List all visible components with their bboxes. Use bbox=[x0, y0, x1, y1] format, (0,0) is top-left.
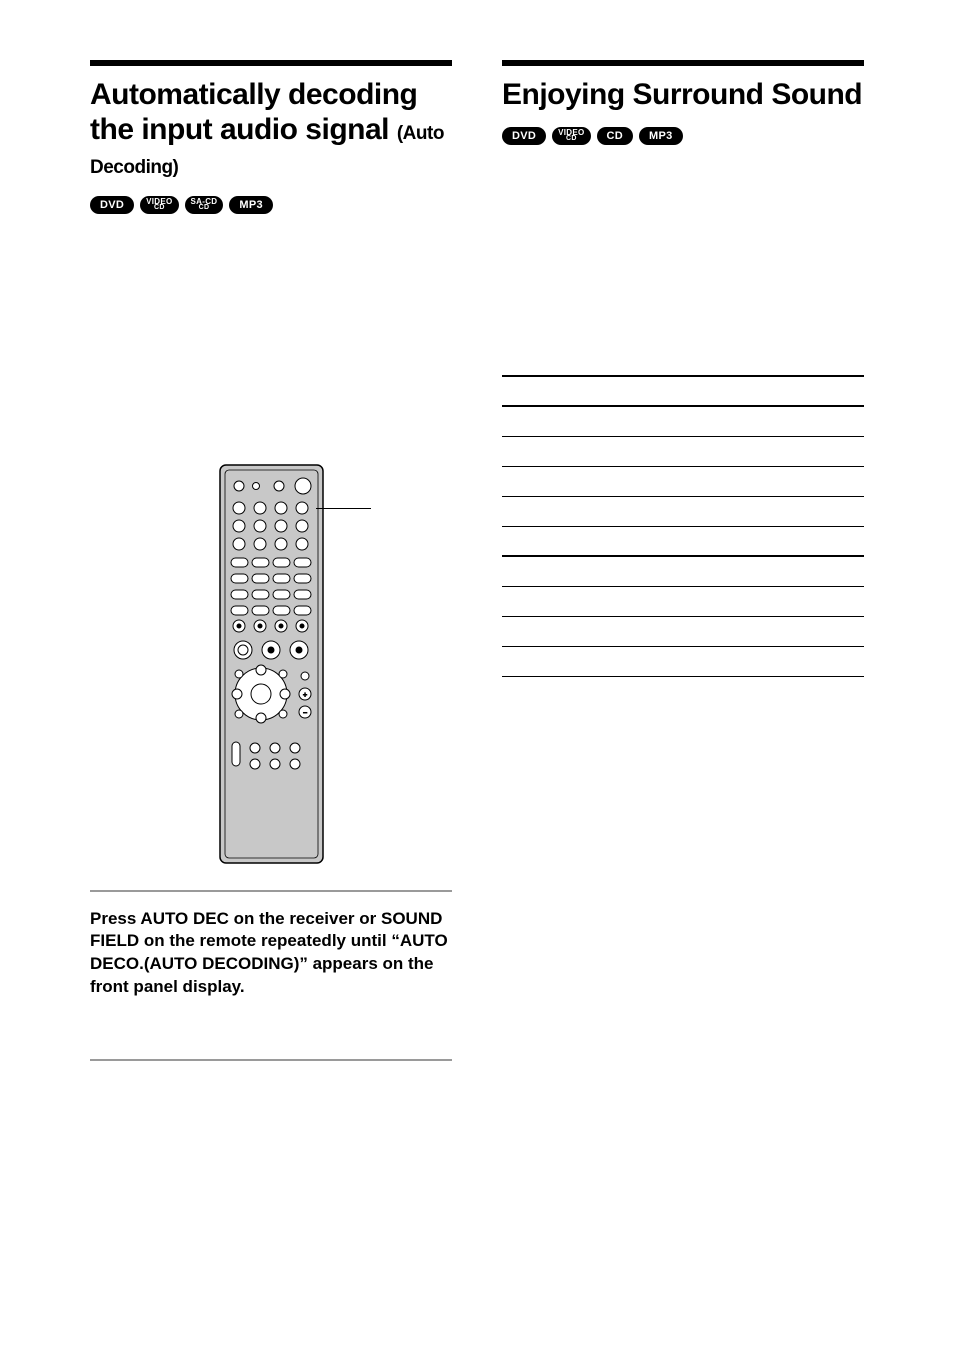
left-column: Automatically decoding the input audio s… bbox=[90, 60, 452, 1077]
remote-svg: + − bbox=[219, 464, 324, 864]
heading-main: Automatically decoding the input audio s… bbox=[90, 78, 417, 146]
section-heading: Enjoying Surround Sound bbox=[502, 78, 864, 113]
table-row bbox=[502, 647, 864, 677]
callout-line bbox=[316, 508, 371, 509]
table-row bbox=[502, 407, 864, 437]
svg-text:+: + bbox=[302, 692, 306, 699]
section-rule bbox=[90, 60, 452, 66]
badge-mp3: MP3 bbox=[639, 127, 683, 145]
format-badges: DVD VIDEOCD SA-CDCD MP3 bbox=[90, 196, 452, 214]
table-row bbox=[502, 557, 864, 587]
svg-text:−: − bbox=[302, 710, 306, 717]
instruction-text: Press AUTO DEC on the receiver or SOUND … bbox=[90, 908, 452, 1000]
sound-field-table bbox=[502, 375, 864, 677]
table-row bbox=[502, 467, 864, 497]
badge-video-cd: VIDEOCD bbox=[552, 127, 590, 145]
section-heading: Automatically decoding the input audio s… bbox=[90, 78, 452, 182]
format-badges: DVD VIDEOCD CD MP3 bbox=[502, 127, 864, 145]
heading-main: Enjoying Surround Sound bbox=[502, 78, 862, 111]
section-rule bbox=[502, 60, 864, 66]
badge-video-cd: VIDEOCD bbox=[140, 196, 178, 214]
divider bbox=[90, 1059, 452, 1061]
table-row bbox=[502, 617, 864, 647]
table-header-row bbox=[502, 377, 864, 407]
table-section-break bbox=[502, 527, 864, 557]
badge-mp3: MP3 bbox=[229, 196, 273, 214]
table-row bbox=[502, 587, 864, 617]
badge-sacd: SA-CDCD bbox=[185, 196, 224, 214]
table-row bbox=[502, 437, 864, 467]
divider bbox=[90, 890, 452, 892]
badge-dvd: DVD bbox=[90, 196, 134, 214]
remote-illustration: + − bbox=[90, 464, 452, 864]
badge-dvd: DVD bbox=[502, 127, 546, 145]
spacer bbox=[502, 145, 864, 375]
badge-cd: CD bbox=[597, 127, 634, 145]
table-row bbox=[502, 497, 864, 527]
right-column: Enjoying Surround Sound DVD VIDEOCD CD M… bbox=[502, 60, 864, 1077]
